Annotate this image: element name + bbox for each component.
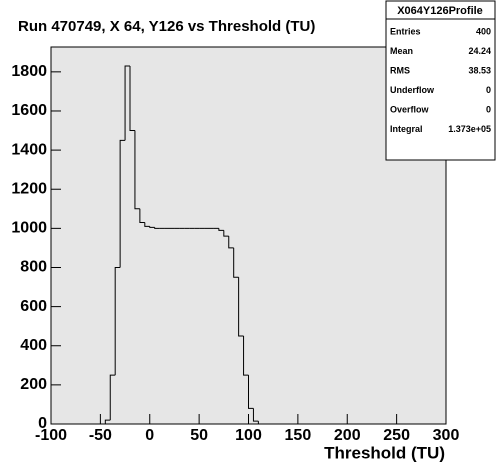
stats-label: RMS (390, 65, 410, 75)
x-tick-label: 100 (235, 427, 262, 444)
x-tick-label: 300 (433, 427, 460, 444)
stats-frame (385, 0, 496, 161)
y-tick-label: 1200 (11, 180, 47, 197)
histogram-step (104, 419, 111, 424)
x-tick-label: 50 (190, 427, 208, 444)
histogram-step (228, 236, 234, 249)
histogram-step (154, 227, 160, 229)
histogram-step (233, 247, 239, 278)
stats-value: 24.24 (468, 46, 491, 56)
x-tick-label: -50 (89, 427, 112, 444)
histogram-step (218, 228, 224, 231)
histogram-step (257, 421, 264, 425)
y-tick-label: 1000 (11, 220, 47, 237)
x-tick-label: 200 (334, 427, 361, 444)
y-tick-label: 1400 (11, 141, 47, 158)
y-tick-label: 400 (20, 337, 47, 354)
histogram-step (252, 408, 259, 422)
histogram-step (238, 277, 244, 337)
stats-label: Mean (390, 46, 413, 56)
y-tick-label: 200 (20, 376, 47, 393)
histogram-step (124, 65, 130, 141)
histogram-step (149, 226, 155, 228)
stats-title: X064Y126Profile (397, 5, 483, 17)
stats-value: 1.373e+05 (448, 124, 491, 134)
stats-value: 0 (486, 104, 491, 114)
stats-value: 400 (476, 26, 491, 36)
x-tick-label: 0 (145, 427, 154, 444)
y-tick-label: 0 (38, 415, 47, 432)
x-axis-label: Threshold (TU) (324, 443, 445, 462)
histogram-step (139, 208, 145, 223)
y-tick-label: 1600 (11, 102, 47, 119)
stats-box: X064Y126Profile (385, 0, 496, 161)
histogram-step (223, 230, 229, 237)
stats-label: Integral (390, 124, 423, 134)
histogram-step (129, 65, 135, 132)
chart-title: Run 470749, X 64, Y126 vs Threshold (TU) (18, 18, 315, 35)
histogram-step (134, 130, 140, 210)
x-tick-label: 150 (285, 427, 312, 444)
histogram-step (243, 335, 249, 376)
x-tick-label: 250 (383, 427, 410, 444)
x-tick-label: -100 (35, 427, 67, 444)
y-tick-label: 800 (20, 259, 47, 276)
y-tick-label: 600 (20, 298, 47, 315)
y-tick-label: 1800 (11, 63, 47, 80)
histogram-step (119, 139, 126, 268)
stats-value: 0 (486, 85, 491, 95)
plot-frame (50, 46, 447, 425)
stats-label: Entries (390, 26, 421, 36)
histogram-step (248, 375, 254, 409)
histogram-step (144, 222, 150, 227)
stats-label: Overflow (390, 104, 430, 114)
stats-label: Underflow (390, 85, 435, 95)
stats-header (385, 0, 496, 20)
histogram-step (114, 266, 121, 376)
histogram-step (109, 374, 116, 421)
stats-value: 38.53 (468, 65, 491, 75)
